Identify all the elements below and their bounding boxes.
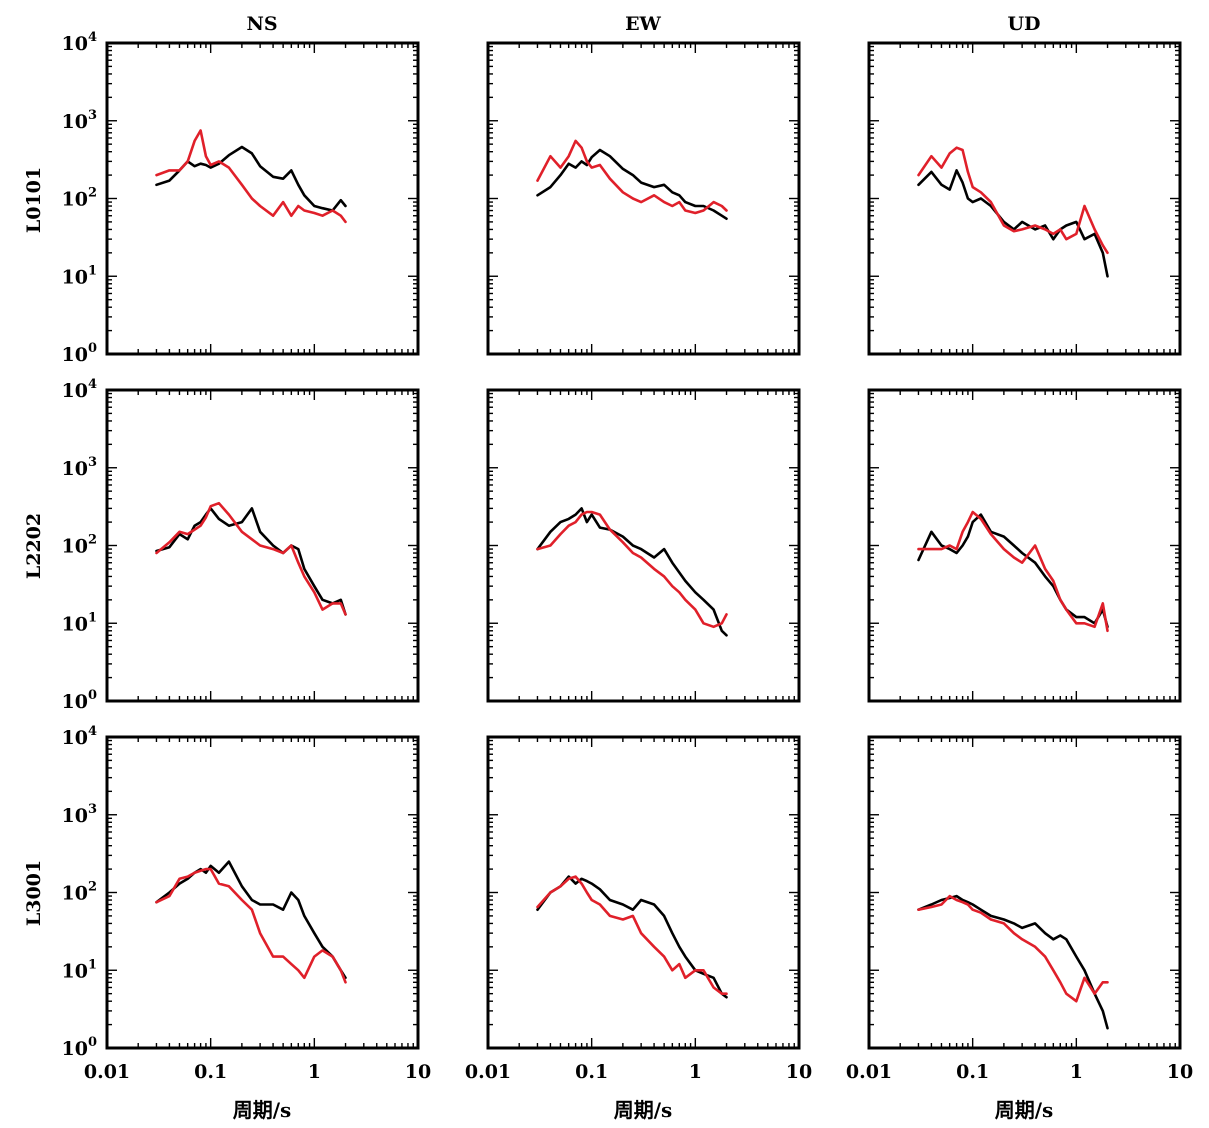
x-tick-label-l3001-ns: 0.1 xyxy=(194,1061,227,1083)
y-tick-exponent-l0101-ns: 4 xyxy=(88,30,97,45)
x-axis-title-ns: 周期/s xyxy=(233,1098,292,1122)
ticks-l2202-ud xyxy=(868,390,1180,702)
y-tick-exponent-l3001-ns: 0 xyxy=(88,1035,97,1050)
row-label-l2202: L2202 xyxy=(23,513,45,579)
series-line-black-l2202-ud xyxy=(917,513,1109,629)
frame-l0101-ud xyxy=(867,41,1182,356)
series-line-black-l0101-ew xyxy=(536,148,728,220)
y-tick-label-l2202-ns: 102 xyxy=(62,533,98,558)
y-tick-exponent-l0101-ns: 3 xyxy=(88,108,97,123)
x-axis-title-ew: 周期/s xyxy=(614,1098,673,1122)
series-line-black-l3001-ns xyxy=(155,860,347,980)
panel-l0101-ud xyxy=(867,41,1182,356)
y-tick-exponent-l3001-ns: 2 xyxy=(88,880,97,895)
series-line-black-l0101-ns xyxy=(155,145,347,212)
y-tick-exponent-l2202-ns: 4 xyxy=(88,377,97,392)
x-tick-label-l3001-ud: 10 xyxy=(1167,1061,1193,1083)
y-tick-exponent-l3001-ns: 3 xyxy=(88,802,97,817)
panel-l2202-ew xyxy=(486,388,801,703)
y-tick-label-l0101-ns: 101 xyxy=(62,263,98,288)
series-line-red-l2202-ns xyxy=(155,501,347,616)
series-line-red-l0101-ud xyxy=(917,146,1109,255)
ticks-l0101-ns xyxy=(106,43,418,355)
y-tick-label-l3001-ns: 104 xyxy=(62,724,98,749)
y-tick-label-l2202-ns: 101 xyxy=(62,610,98,635)
y-tick-exponent-l2202-ns: 3 xyxy=(88,455,97,470)
series-line-black-l3001-ud xyxy=(917,894,1109,1030)
row-label-l3001: L3001 xyxy=(23,860,45,926)
y-tick-label-l2202-ns: 103 xyxy=(62,455,98,480)
frame-l2202-ew xyxy=(486,388,801,703)
frame-l0101-ns xyxy=(105,41,420,356)
y-tick-exponent-l3001-ns: 4 xyxy=(88,724,97,739)
panel-l2202-ud xyxy=(867,388,1182,703)
x-tick-label-l3001-ns: 10 xyxy=(405,1061,431,1083)
y-tick-exponent-l3001-ns: 1 xyxy=(88,957,97,972)
frame-l2202-ud xyxy=(867,388,1182,703)
series-line-black-l3001-ew xyxy=(536,875,728,999)
ticks-l2202-ew xyxy=(487,390,799,702)
x-tick-label-l3001-ud: 0.1 xyxy=(956,1061,989,1083)
y-tick-label-l2202-ns: 100 xyxy=(62,688,98,713)
series-line-red-l0101-ew xyxy=(536,139,728,215)
y-tick-exponent-l2202-ns: 1 xyxy=(88,610,97,625)
series-line-red-l3001-ns xyxy=(155,867,347,984)
x-tick-label-l3001-ns: 1 xyxy=(308,1061,321,1083)
x-tick-label-l3001-ud: 1 xyxy=(1070,1061,1083,1083)
ticks-l3001-ns xyxy=(106,737,418,1049)
column-title-ud: UD xyxy=(1007,13,1040,35)
ticks-l0101-ew xyxy=(487,43,799,355)
row-label-l0101: L0101 xyxy=(23,167,45,233)
series-line-red-l2202-ew xyxy=(536,510,728,629)
series-line-red-l2202-ud xyxy=(917,510,1109,633)
panels: 1001011021031041001011021031041001011021… xyxy=(62,30,1194,1083)
y-tick-label-l2202-ns: 104 xyxy=(62,377,98,402)
y-tick-exponent-l0101-ns: 0 xyxy=(88,341,97,356)
ticks-l3001-ud xyxy=(868,737,1180,1049)
x-tick-label-l3001-ew: 10 xyxy=(786,1061,812,1083)
column-title-ew: EW xyxy=(625,13,661,35)
y-tick-label-l3001-ns: 103 xyxy=(62,802,98,827)
series-line-red-l0101-ns xyxy=(155,129,347,224)
panel-l0101-ew xyxy=(486,41,801,356)
y-tick-label-l0101-ns: 103 xyxy=(62,108,98,133)
x-tick-label-l3001-ud: 0.01 xyxy=(846,1061,892,1083)
x-tick-label-l3001-ns: 0.01 xyxy=(84,1061,130,1083)
y-tick-label-l3001-ns: 101 xyxy=(62,957,98,982)
y-tick-exponent-l0101-ns: 1 xyxy=(88,263,97,278)
y-tick-label-l3001-ns: 102 xyxy=(62,880,98,905)
x-axis-title-ud: 周期/s xyxy=(995,1098,1054,1122)
frame-l2202-ns xyxy=(105,388,420,703)
y-tick-exponent-l2202-ns: 2 xyxy=(88,533,97,548)
y-tick-label-l0101-ns: 102 xyxy=(62,186,98,211)
x-tick-label-l3001-ew: 0.01 xyxy=(465,1061,511,1083)
row-labels: L0101 L2202 L3001 xyxy=(23,167,45,926)
y-tick-exponent-l2202-ns: 0 xyxy=(88,688,97,703)
y-tick-label-l0101-ns: 100 xyxy=(62,341,98,366)
frame-l3001-ns xyxy=(105,735,420,1050)
column-titles: NS EW UD xyxy=(246,13,1040,35)
panel-l3001-ew: 0.01 0.1 1 10 xyxy=(465,735,812,1083)
panel-l3001-ud: 0.01 0.1 1 10 xyxy=(846,735,1193,1083)
x-tick-label-l3001-ew: 0.1 xyxy=(575,1061,608,1083)
frame-l3001-ud xyxy=(867,735,1182,1050)
ticks-l3001-ew xyxy=(487,737,799,1049)
y-tick-label-l3001-ns: 100 xyxy=(62,1035,98,1060)
y-tick-label-l0101-ns: 104 xyxy=(62,30,98,55)
x-axis-titles: 周期/s 周期/s 周期/s xyxy=(233,1098,1054,1122)
series-line-red-l3001-ew xyxy=(536,875,728,996)
frame-l0101-ew xyxy=(486,41,801,356)
ticks-l0101-ud xyxy=(868,43,1180,355)
y-tick-exponent-l0101-ns: 2 xyxy=(88,186,97,201)
series-line-red-l3001-ud xyxy=(917,894,1109,1003)
x-tick-label-l3001-ew: 1 xyxy=(689,1061,702,1083)
column-title-ns: NS xyxy=(246,13,277,35)
series-line-black-l2202-ew xyxy=(536,507,728,637)
frame-l3001-ew xyxy=(486,735,801,1050)
